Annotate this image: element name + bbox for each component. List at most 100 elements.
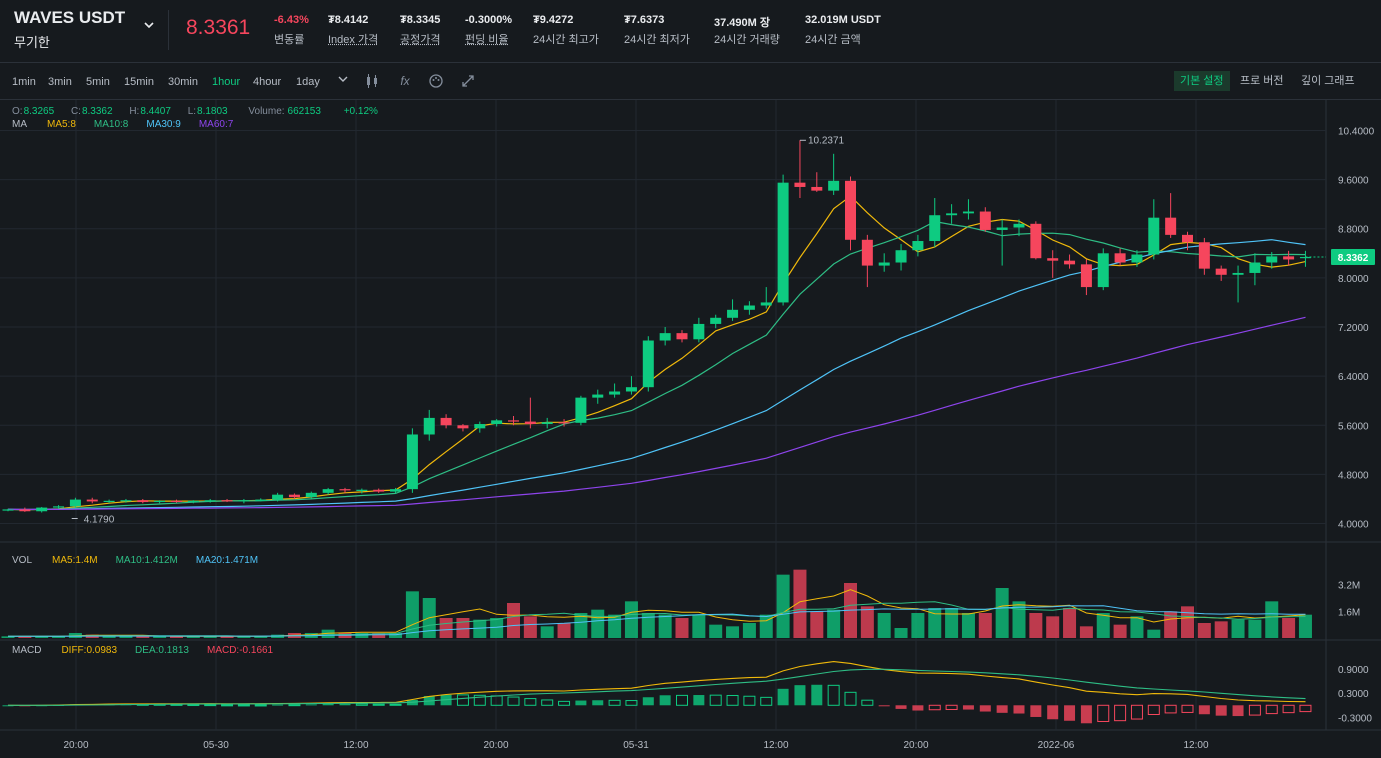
candle-body — [154, 500, 166, 503]
high-value: 8.4407 — [140, 106, 171, 117]
macd-bar — [524, 698, 537, 706]
view-tab[interactable]: 깊이 그래프 — [1301, 75, 1355, 87]
timeframe-3min[interactable]: 3min — [48, 76, 72, 88]
volume-bar — [102, 636, 116, 638]
macd-bar — [827, 684, 840, 706]
timeframe-15min[interactable]: 15min — [124, 76, 154, 88]
volume-bar — [1079, 626, 1093, 638]
candle-body — [508, 420, 519, 422]
legend-item: MA5:1.4M — [52, 555, 98, 566]
candle-body — [457, 425, 469, 429]
candle-body — [86, 499, 98, 502]
palette-icon[interactable] — [428, 73, 444, 89]
macd-bar — [1097, 704, 1110, 722]
candle-body — [356, 489, 368, 491]
macd-bar — [339, 703, 351, 706]
candle-body — [912, 241, 924, 251]
candle-body — [305, 492, 317, 498]
candle-body — [794, 182, 806, 187]
volume-bar — [591, 609, 605, 638]
macd-bar — [608, 699, 621, 706]
candle-body — [962, 211, 974, 214]
volume-legend: VOL MA5:1.4M MA10:1.412M MA20:1.471M — [12, 555, 276, 566]
stat-item: ₮7.6373 24시간 최저가 — [624, 14, 690, 47]
volume-bar — [1113, 624, 1127, 638]
y-tick-label: 8.8000 — [1338, 225, 1369, 236]
candle-body — [1097, 253, 1109, 288]
macd-bar — [1198, 705, 1210, 715]
volume-bar — [389, 633, 403, 638]
candle-body — [373, 489, 385, 492]
ohlc-legend: O:8.3265 C:8.3362 H:8.4407 L:8.1803 Volu… — [12, 106, 384, 117]
macd-bar — [1013, 705, 1025, 714]
macd-bar — [1164, 704, 1177, 714]
candle-body — [1013, 223, 1025, 228]
candle-body — [120, 500, 132, 502]
candle-body — [861, 239, 873, 266]
volume-bar — [254, 636, 268, 638]
stat-label: 24시간 금액 — [805, 34, 861, 46]
volume-bar — [1029, 613, 1043, 638]
legend-title: MACD — [12, 645, 42, 656]
candle-body — [390, 489, 402, 492]
candle-body — [103, 500, 115, 503]
timeframe-1day[interactable]: 1day — [296, 76, 320, 88]
stat-label[interactable]: 펀딩 비율 — [465, 34, 509, 46]
candlestick-icon[interactable] — [364, 73, 380, 89]
legend-item: MACD:-0.1661 — [206, 645, 274, 656]
candle-body — [1148, 217, 1160, 255]
volume-bar — [52, 636, 66, 638]
volume-bar — [1181, 606, 1194, 638]
open-label: O: — [12, 106, 23, 117]
volume-bar — [1063, 608, 1077, 638]
timeframe-4hour[interactable]: 4hour — [253, 76, 282, 88]
chevron-down-icon[interactable] — [335, 73, 351, 89]
volume-bar — [186, 636, 200, 638]
timeframe-5min[interactable]: 5min — [86, 76, 110, 88]
y-tick-label: 7.2000 — [1338, 323, 1369, 334]
macd-bar — [473, 694, 486, 706]
macd-bar — [204, 704, 217, 707]
view-tab[interactable]: 기본 설정 — [1174, 71, 1230, 91]
macd-bar — [1030, 705, 1042, 717]
low-label: L: — [187, 106, 197, 117]
macd-tick-label: -0.3000 — [1338, 713, 1372, 724]
candle-body — [575, 397, 587, 423]
function-icon[interactable]: fx — [400, 74, 410, 88]
candle-body — [642, 340, 654, 388]
y-tick-label: 8.0000 — [1338, 274, 1369, 285]
timeframe-1min[interactable]: 1min — [12, 76, 36, 88]
timeframe-30min[interactable]: 30min — [168, 76, 198, 88]
volume-bar — [1096, 613, 1110, 638]
candle-body — [996, 227, 1008, 230]
legend-item: MA30:9 — [146, 119, 181, 130]
stat-value: ₮8.3345 — [400, 14, 441, 26]
candle-body — [36, 507, 48, 512]
timeframe-1hour[interactable]: 1hour — [212, 76, 241, 88]
volume-bar — [557, 623, 571, 638]
volume-bar — [1012, 601, 1026, 638]
ma-line-ma60 — [8, 316, 1306, 510]
stat-label[interactable]: Index 가격 — [328, 34, 379, 46]
volume-bar — [321, 629, 335, 638]
macd-bar — [1215, 705, 1227, 716]
macd-bar — [1047, 705, 1059, 720]
market-header: WAVES USDT 무기한 8.3361 -6.43% 변동률 ₮8.4142 In… — [0, 0, 1381, 63]
volume-bar — [742, 623, 756, 638]
volume-bar — [439, 618, 453, 638]
symbol-name[interactable]: WAVES USDT — [14, 8, 126, 27]
macd-bar — [1248, 704, 1261, 716]
ma-line-ma30 — [7, 239, 1306, 511]
volume-bar — [1147, 629, 1161, 638]
expand-icon[interactable] — [460, 73, 476, 89]
view-tab[interactable]: 프로 버전 — [1240, 75, 1284, 87]
volume-bar — [372, 633, 386, 638]
volume-bar — [456, 618, 470, 638]
volume-bar — [35, 636, 49, 638]
candle-body — [19, 509, 31, 512]
volume-bar — [1197, 623, 1211, 638]
chevron-down-icon[interactable] — [143, 19, 155, 31]
stat-label[interactable]: 공정가격 — [400, 34, 441, 46]
volume-bar — [978, 613, 992, 638]
